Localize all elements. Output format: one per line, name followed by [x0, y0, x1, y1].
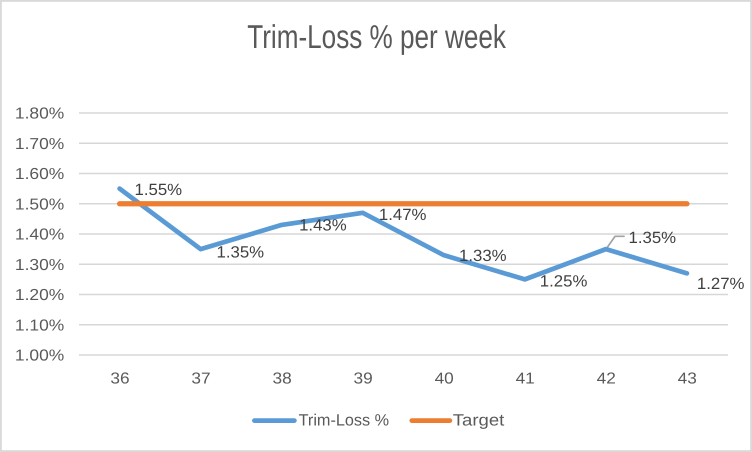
- svg-text:1.35%: 1.35%: [217, 244, 265, 262]
- svg-text:38: 38: [273, 371, 292, 388]
- svg-text:43: 43: [678, 371, 697, 388]
- svg-text:42: 42: [597, 371, 616, 388]
- svg-text:1.30%: 1.30%: [15, 257, 64, 274]
- svg-text:1.80%: 1.80%: [15, 106, 64, 123]
- svg-text:40: 40: [435, 371, 454, 388]
- svg-text:39: 39: [354, 371, 373, 388]
- svg-text:1.33%: 1.33%: [459, 247, 507, 265]
- svg-text:1.60%: 1.60%: [15, 166, 64, 183]
- svg-text:36: 36: [110, 371, 129, 388]
- svg-text:Trim-Loss % per week: Trim-Loss % per week: [247, 18, 506, 55]
- svg-text:1.47%: 1.47%: [379, 206, 427, 224]
- svg-text:1.35%: 1.35%: [629, 229, 677, 247]
- svg-text:1.25%: 1.25%: [540, 273, 588, 291]
- svg-text:1.55%: 1.55%: [135, 181, 183, 199]
- svg-text:1.43%: 1.43%: [299, 217, 347, 235]
- svg-text:1.20%: 1.20%: [15, 287, 64, 304]
- svg-text:Trim-Loss %: Trim-Loss %: [299, 411, 390, 429]
- svg-text:1.70%: 1.70%: [15, 136, 64, 153]
- svg-text:37: 37: [191, 371, 210, 388]
- svg-text:1.50%: 1.50%: [15, 196, 64, 213]
- svg-text:1.27%: 1.27%: [697, 275, 745, 293]
- svg-text:41: 41: [516, 371, 535, 388]
- svg-text:Target: Target: [453, 411, 505, 429]
- svg-text:1.00%: 1.00%: [15, 348, 64, 365]
- svg-text:1.10%: 1.10%: [15, 317, 64, 334]
- svg-text:1.40%: 1.40%: [15, 227, 64, 244]
